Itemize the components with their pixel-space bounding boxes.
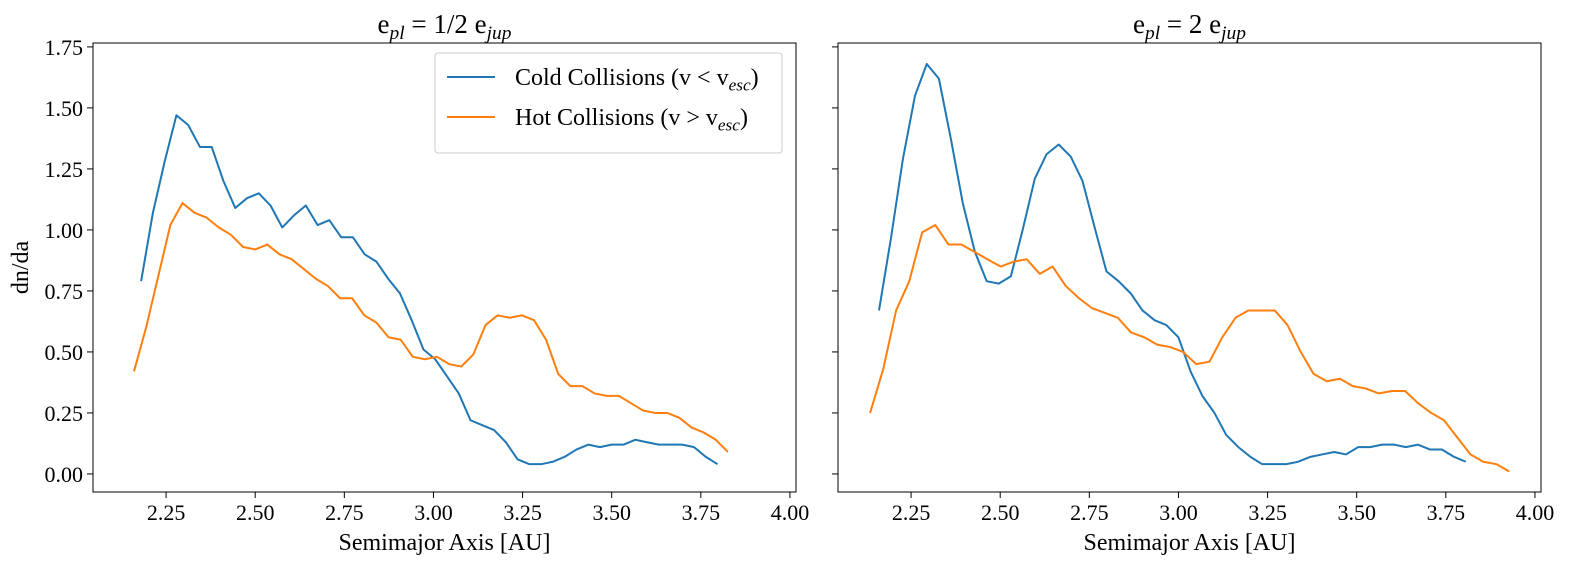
x-axis-label: Semimajor Axis [AU] (1084, 530, 1296, 556)
chart-title: epl = 1/2 ejup (378, 9, 512, 44)
x-tick-label: 3.50 (1337, 500, 1376, 525)
text-part: = 1/2 e (405, 9, 487, 39)
subscript: pl (1143, 23, 1160, 44)
subscript: esc (718, 115, 740, 134)
y-axis-label: dn/da (8, 240, 34, 294)
subplot: 2.25 2.50 2.75 3.00 3.25 3.50 3.75 4.00 Semimajo… (832, 9, 1554, 556)
y-tick-label: 1.00 (45, 218, 84, 243)
x-tick-label: 3.25 (1248, 500, 1287, 525)
x-tick-label: 3.50 (592, 500, 631, 525)
data-line (869, 224, 1510, 473)
x-tick-label: 2.50 (981, 500, 1020, 525)
y-tick-label: 0.25 (45, 401, 84, 426)
y-tick-label: 1.50 (45, 96, 84, 121)
text-part: ) (751, 65, 759, 91)
legend-box (434, 52, 783, 154)
x-tick-label: 2.25 (892, 500, 931, 525)
y-tick-label: 1.75 (45, 35, 84, 60)
text-part: e (1133, 9, 1145, 39)
chart-title: epl = 2 ejup (1133, 9, 1246, 44)
subscript: jup (484, 23, 512, 44)
x-tick-label: 3.25 (503, 500, 542, 525)
x-tick-label: 2.75 (1070, 500, 1109, 525)
plot-frame (92, 42, 797, 493)
legend-label: Cold Collisions (v < vesc) (515, 65, 759, 94)
x-tick-label: 3.75 (682, 500, 721, 525)
subscript: jup (1218, 23, 1246, 44)
legend-label: Hot Collisions (v > vesc) (515, 105, 748, 134)
y-tick-label: 0.75 (45, 279, 84, 304)
text-part: Cold Collisions (v < v (515, 65, 729, 91)
legend: Cold Collisions (v < vesc)Hot Collisions… (434, 52, 783, 154)
data-line (140, 114, 719, 466)
text-part: ) (740, 105, 748, 131)
subplot: 2.25 2.50 2.75 3.00 3.25 3.50 3.75 4.00 0.00 0.25… (8, 9, 809, 556)
x-axis-label: Semimajor Axis [AU] (339, 530, 551, 556)
x-tick-label: 4.00 (771, 500, 810, 525)
y-tick-label: 0.50 (45, 340, 84, 365)
x-tick-label: 2.25 (147, 500, 186, 525)
data-line (878, 62, 1467, 466)
text-part: = 2 e (1160, 9, 1221, 39)
x-tick-label: 3.00 (1159, 500, 1198, 525)
text-part: Hot Collisions (v > v (515, 105, 718, 131)
y-tick-label: 1.25 (45, 157, 84, 182)
subscript: pl (388, 23, 405, 44)
x-tick-label: 3.75 (1427, 500, 1466, 525)
x-tick-label: 3.00 (414, 500, 453, 525)
plot-frame (837, 42, 1542, 493)
text-part: e (378, 9, 390, 39)
x-tick-label: 2.50 (236, 500, 275, 525)
y-tick-label: 0.00 (45, 462, 84, 487)
subscript: esc (729, 75, 751, 94)
data-line (133, 202, 729, 453)
x-tick-label: 4.00 (1516, 500, 1555, 525)
x-tick-label: 2.75 (325, 500, 364, 525)
